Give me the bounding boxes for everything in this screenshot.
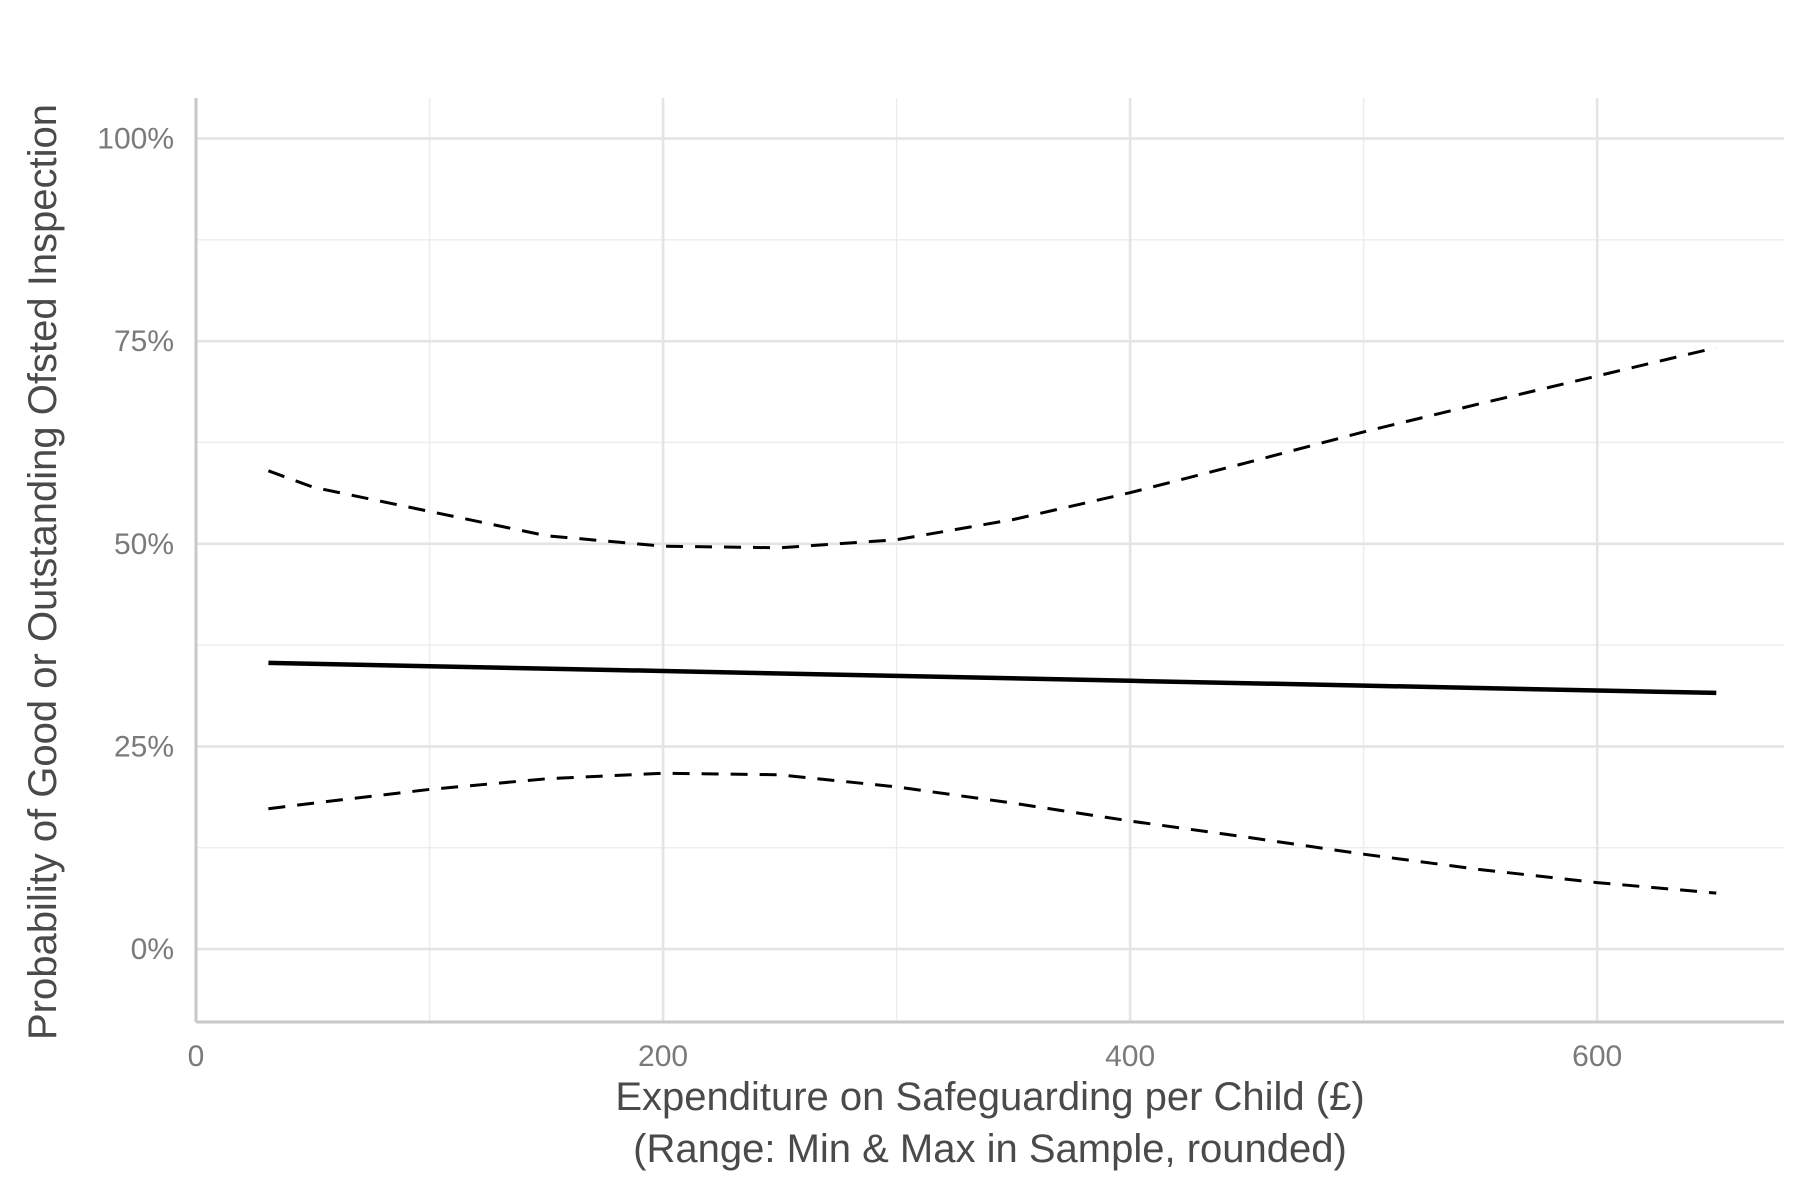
y-tick-label: 100% [97, 123, 174, 156]
y-tick-label: 50% [114, 528, 174, 561]
upper-confidence-line [267, 346, 1717, 550]
axes [194, 98, 1784, 1024]
tick-labels: 0 200 400 600 0% 25% 50% 75% 100% [97, 123, 1622, 1073]
x-axis-title: Expenditure on Safeguarding per Child (£… [615, 1075, 1364, 1171]
y-tick-label: 0% [131, 933, 174, 966]
grid [194, 98, 1784, 1022]
x-tick-label: 200 [638, 1040, 688, 1073]
x-axis-title-line: (Range: Min & Max in Sample, rounded) [633, 1127, 1347, 1171]
lower-confidence-line [268, 771, 1717, 895]
y-tick-label: 25% [114, 730, 174, 763]
x-tick-label: 600 [1572, 1040, 1622, 1073]
series-layer [267, 346, 1717, 895]
x-tick-label: 400 [1105, 1040, 1155, 1073]
x-tick-label: 0 [188, 1040, 205, 1073]
y-tick-label: 75% [114, 325, 174, 358]
fitted-probability-line [268, 660, 1717, 696]
y-axis-title: Probability of Good or Outstanding Ofste… [21, 104, 65, 1040]
x-axis-title-line: Expenditure on Safeguarding per Child (£… [615, 1075, 1364, 1119]
